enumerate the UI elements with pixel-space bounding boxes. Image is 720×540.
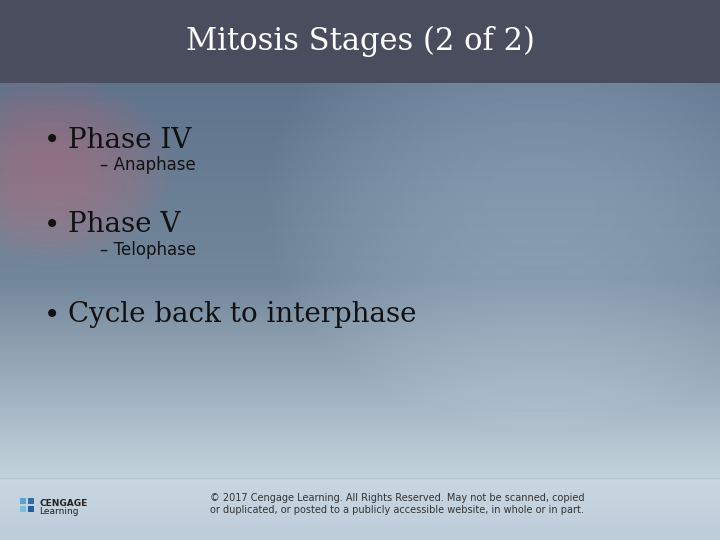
- Text: Cycle back to interphase: Cycle back to interphase: [68, 301, 416, 328]
- Text: – Anaphase: – Anaphase: [100, 156, 196, 174]
- Text: – Telophase: – Telophase: [100, 241, 196, 259]
- Bar: [20, 506, 26, 512]
- Text: Learning: Learning: [39, 508, 78, 516]
- Text: Phase V: Phase V: [68, 212, 181, 239]
- Bar: [20, 498, 26, 504]
- Text: CENGAGE: CENGAGE: [39, 498, 87, 508]
- Text: Mitosis Stages (2 of 2): Mitosis Stages (2 of 2): [186, 26, 534, 57]
- Bar: [0, 0, 720, 83]
- Text: •: •: [44, 126, 60, 154]
- Text: Phase IV: Phase IV: [68, 126, 192, 153]
- Bar: [28, 506, 34, 512]
- Text: © 2017 Cengage Learning. All Rights Reserved. May not be scanned, copied
or dupl: © 2017 Cengage Learning. All Rights Rese…: [210, 493, 585, 515]
- Text: •: •: [44, 211, 60, 239]
- Text: •: •: [44, 301, 60, 329]
- Bar: [28, 498, 34, 504]
